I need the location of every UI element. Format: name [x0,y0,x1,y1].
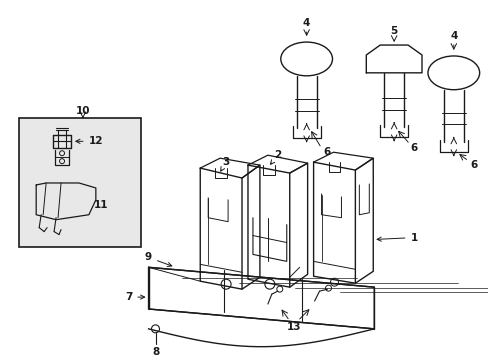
Text: 8: 8 [152,347,159,357]
Text: 12: 12 [76,136,103,146]
Text: 4: 4 [449,31,457,41]
Text: 2: 2 [270,150,281,164]
Text: 6: 6 [409,143,417,153]
Text: 7: 7 [125,292,144,302]
Text: 6: 6 [322,147,329,157]
Text: 11: 11 [93,200,108,210]
Text: 9: 9 [144,252,171,266]
Text: 4: 4 [303,18,310,28]
Text: 1: 1 [376,233,417,243]
Text: 10: 10 [76,105,90,116]
Text: 13: 13 [286,322,300,332]
Bar [19,118,141,247]
Text: 6: 6 [469,160,476,170]
Text: 5: 5 [390,26,397,36]
Text: 3: 3 [220,157,229,171]
